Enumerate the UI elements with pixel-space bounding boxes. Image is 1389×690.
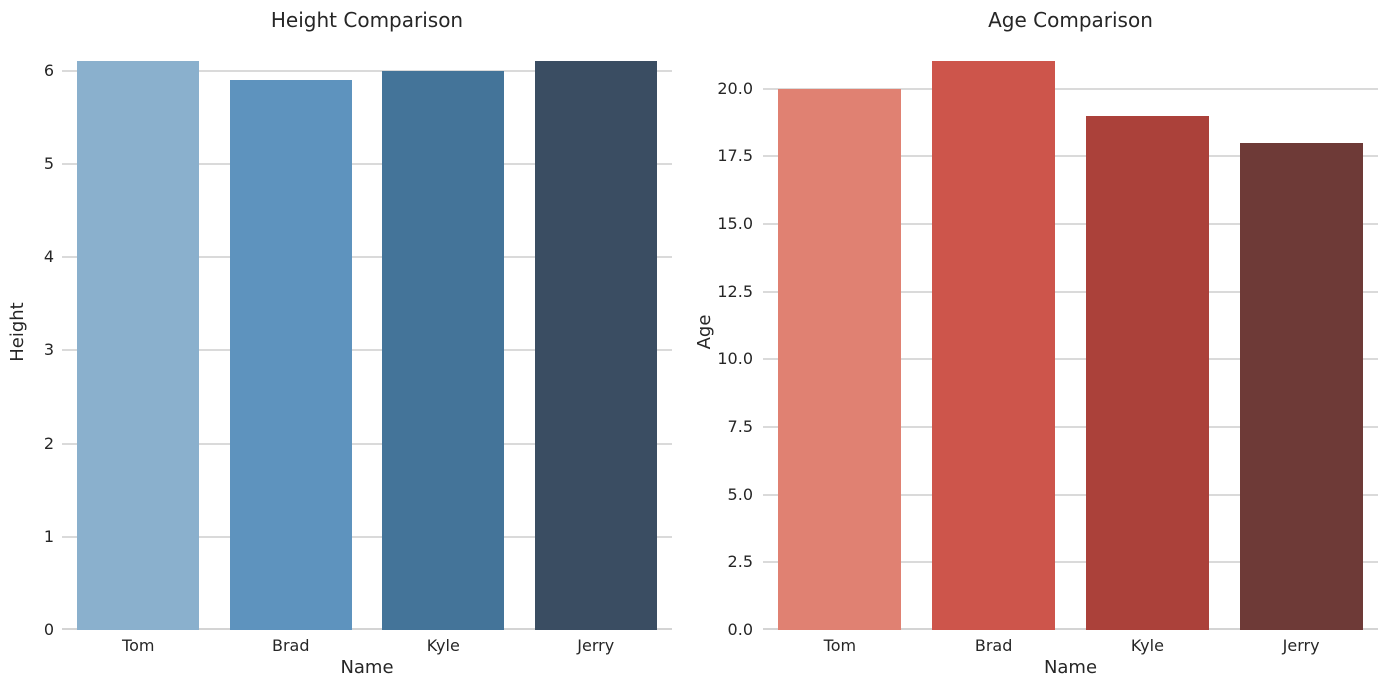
y-tick-label: 20.0 xyxy=(717,78,753,98)
gridline xyxy=(763,87,1378,90)
x-tick-label: Brad xyxy=(974,636,1013,655)
y-tick-label: 15.0 xyxy=(717,213,753,233)
bar-brad xyxy=(932,61,1056,630)
bar-tom xyxy=(77,61,200,630)
bar-jerry xyxy=(534,61,657,630)
bar-kyle xyxy=(1085,115,1209,630)
y-tick-label: 17.5 xyxy=(717,146,753,166)
gridline xyxy=(62,69,672,72)
x-axis-label: Name xyxy=(340,657,394,678)
y-tick-label: 3 xyxy=(43,340,54,360)
x-tick-label: Tom xyxy=(823,636,857,655)
bar-jerry xyxy=(1239,142,1363,630)
y-tick-label: 0.0 xyxy=(727,620,753,639)
y-axis-label: Age xyxy=(694,314,715,349)
gridline xyxy=(62,256,672,259)
y-tick-label: 2 xyxy=(43,433,54,453)
gridline xyxy=(763,222,1378,225)
y-tick-label: 6 xyxy=(43,60,54,80)
gridline xyxy=(763,155,1378,158)
y-tick-label: 7.5 xyxy=(727,416,753,436)
gridline xyxy=(763,493,1378,496)
y-tick-label: 10.0 xyxy=(717,349,753,369)
y-tick-label: 5 xyxy=(43,153,54,173)
y-tick-label: 4 xyxy=(43,247,54,267)
gridline xyxy=(62,442,672,445)
chart-title: Height Comparison xyxy=(270,8,464,32)
bar-tom xyxy=(778,88,902,630)
y-tick-label: 12.5 xyxy=(717,281,753,301)
x-tick-label: Jerry xyxy=(1282,636,1320,655)
bar-brad xyxy=(229,80,352,630)
x-tick-label: Kyle xyxy=(426,636,460,655)
bar-kyle xyxy=(382,70,505,630)
x-axis-label: Name xyxy=(1043,657,1098,678)
plot-area xyxy=(763,33,1378,630)
x-tick-label: Tom xyxy=(122,636,155,655)
x-tick-label: Jerry xyxy=(577,636,615,655)
gridline xyxy=(62,162,672,165)
gridline xyxy=(763,290,1378,293)
gridline xyxy=(62,535,672,538)
gridline xyxy=(763,561,1378,564)
x-tick-label: Kyle xyxy=(1130,636,1164,655)
y-axis-label: Height xyxy=(7,301,28,362)
x-axis-line xyxy=(62,628,672,630)
x-axis-line xyxy=(763,628,1378,630)
x-tick-label: Brad xyxy=(271,636,310,655)
gridline xyxy=(763,425,1378,428)
y-tick-label: 2.5 xyxy=(727,552,753,572)
plot-area xyxy=(62,33,672,630)
y-tick-label: 1 xyxy=(43,526,54,546)
gridline xyxy=(62,349,672,352)
chart-title: Age Comparison xyxy=(988,8,1153,32)
gridline xyxy=(763,358,1378,361)
y-tick-label: 5.0 xyxy=(727,484,753,504)
y-tick-label: 0 xyxy=(43,620,54,639)
